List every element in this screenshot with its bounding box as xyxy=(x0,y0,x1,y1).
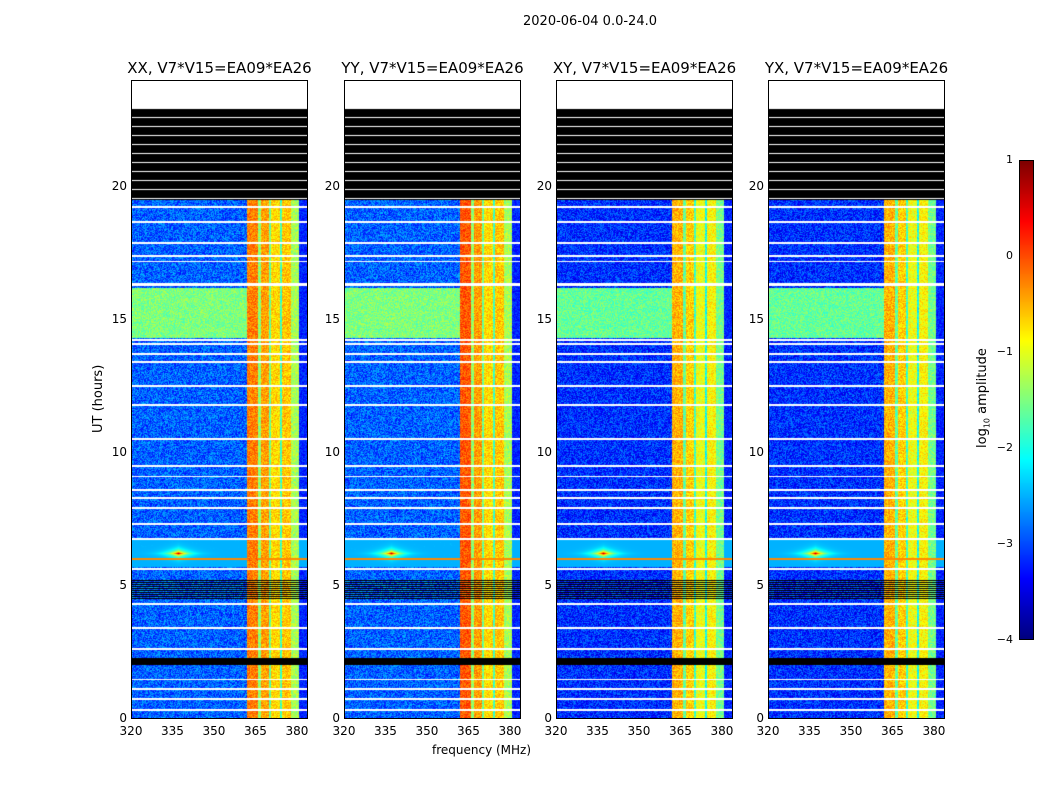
x-tick-label: 335 xyxy=(586,724,609,738)
y-tick-label: 20 xyxy=(536,178,552,193)
y-tick-label: 20 xyxy=(324,178,340,193)
x-tick-label: 380 xyxy=(498,724,522,738)
x-tick-label: 350 xyxy=(415,724,439,738)
colorbar-tick-label: −3 xyxy=(996,537,1013,550)
y-axis-label: UT (hours) xyxy=(91,364,106,433)
heatmap-panel xyxy=(344,80,521,719)
y-tick-label: 10 xyxy=(536,444,552,459)
y-tick-label: 15 xyxy=(324,311,340,326)
y-tick-label: 0 xyxy=(544,711,552,725)
y-tick-label: 20 xyxy=(111,178,127,193)
heatmap-image xyxy=(769,81,944,718)
y-tick-label: 20 xyxy=(748,178,764,193)
colorbar-label: log10 amplitude xyxy=(975,348,992,448)
x-tick-label: 320 xyxy=(544,724,568,738)
x-tick-label: 320 xyxy=(119,724,143,738)
panel-title: YX, V7*V15=EA09*EA26 xyxy=(764,59,949,77)
y-tick-label: 10 xyxy=(111,444,127,459)
colorbar-tick-label: −4 xyxy=(996,633,1013,646)
y-tick-label: 15 xyxy=(111,311,127,326)
x-tick-label: 335 xyxy=(798,724,821,738)
y-tick-label: 5 xyxy=(332,577,340,592)
x-tick-label: 365 xyxy=(457,724,480,738)
y-tick-label: 0 xyxy=(119,711,127,725)
colorbar-tick-label: 1 xyxy=(1006,153,1013,166)
x-tick-label: 365 xyxy=(244,724,267,738)
y-tick-label: 10 xyxy=(748,444,764,459)
heatmap-image xyxy=(345,81,520,718)
y-tick-label: 5 xyxy=(119,577,127,592)
x-tick-label: 365 xyxy=(881,724,904,738)
panel-title: XY, V7*V15=EA09*EA26 xyxy=(552,59,737,77)
y-tick-label: 15 xyxy=(748,311,764,326)
x-tick-label: 380 xyxy=(285,724,309,738)
heatmap-image xyxy=(557,81,732,718)
colorbar-tick-label: 0 xyxy=(1006,249,1013,262)
x-tick-label: 350 xyxy=(627,724,651,738)
x-tick-label: 350 xyxy=(202,724,226,738)
colorbar-tick-label: −1 xyxy=(996,345,1013,358)
heatmap-panel xyxy=(131,80,308,719)
x-tick-label: 365 xyxy=(669,724,692,738)
heatmap-image xyxy=(132,81,307,718)
y-tick-label: 0 xyxy=(332,711,340,725)
panel-title: YY, V7*V15=EA09*EA26 xyxy=(341,59,524,77)
x-tick-label: 335 xyxy=(374,724,397,738)
heatmap-panel xyxy=(556,80,733,719)
x-tick-label: 335 xyxy=(161,724,184,738)
x-tick-label: 320 xyxy=(332,724,356,738)
x-axis-label: frequency (MHz) xyxy=(432,743,532,757)
suptitle: 2020-06-04 0.0-24.0 xyxy=(523,14,657,29)
colorbar-tick-label: −2 xyxy=(996,441,1013,454)
y-tick-label: 15 xyxy=(536,311,552,326)
colorbar xyxy=(1019,160,1034,640)
y-tick-label: 5 xyxy=(544,577,552,592)
x-tick-label: 350 xyxy=(839,724,863,738)
y-tick-label: 10 xyxy=(324,444,340,459)
y-tick-label: 0 xyxy=(756,711,764,725)
x-tick-label: 320 xyxy=(756,724,780,738)
x-tick-label: 380 xyxy=(710,724,734,738)
panel-title: XX, V7*V15=EA09*EA26 xyxy=(127,59,312,77)
heatmap-panel xyxy=(768,80,945,719)
x-tick-label: 380 xyxy=(922,724,946,738)
y-tick-label: 5 xyxy=(756,577,764,592)
